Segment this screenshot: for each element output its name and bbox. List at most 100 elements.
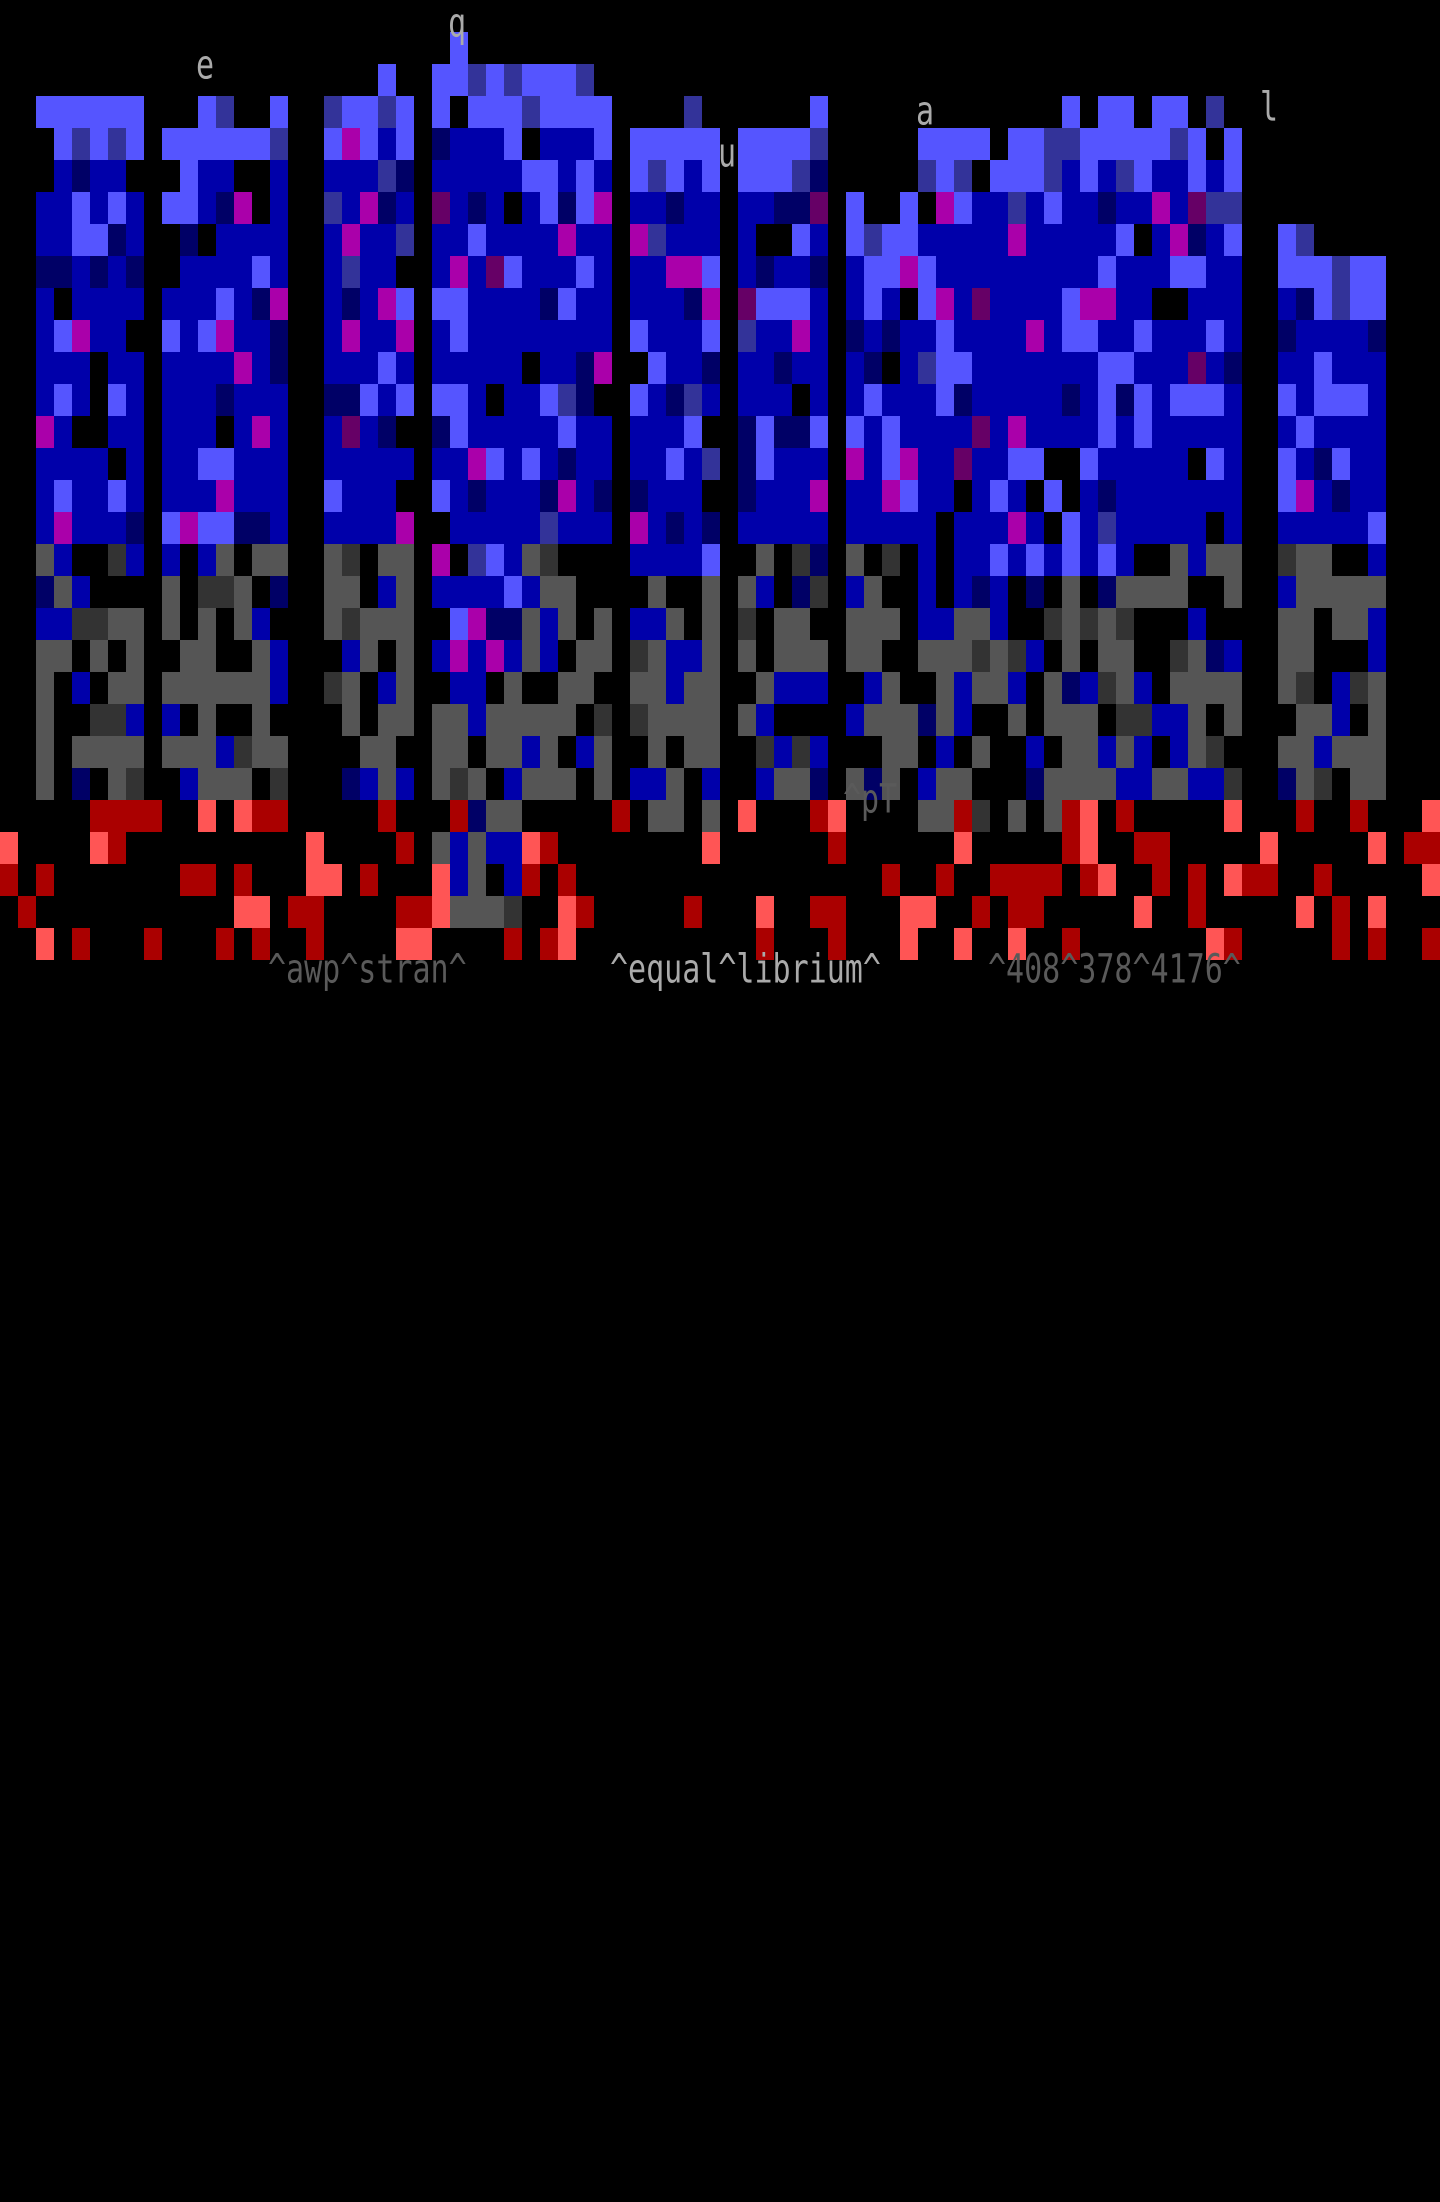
- art-block: [1080, 352, 1098, 384]
- art-block: [1116, 512, 1134, 544]
- art-block: [180, 320, 198, 352]
- art-block: [1098, 768, 1116, 800]
- art-block: [1224, 704, 1242, 736]
- art-block: [558, 128, 576, 160]
- art-block: [1026, 512, 1044, 544]
- art-block: [540, 64, 558, 96]
- art-block: [1314, 544, 1332, 576]
- art-block: [576, 256, 594, 288]
- art-block: [1206, 96, 1224, 128]
- art-block: [522, 608, 540, 640]
- art-block: [378, 64, 396, 96]
- art-block: [522, 448, 540, 480]
- art-block: [198, 192, 216, 224]
- art-block: [324, 672, 342, 704]
- art-block: [1116, 704, 1134, 736]
- art-block: [936, 480, 954, 512]
- art-block: [108, 96, 126, 128]
- art-block: [702, 544, 720, 576]
- art-block: [1062, 768, 1080, 800]
- art-block: [846, 640, 864, 672]
- art-block: [324, 544, 342, 576]
- art-block: [1080, 160, 1098, 192]
- art-block: [396, 928, 414, 960]
- art-block: [1188, 416, 1206, 448]
- letter-q: q: [448, 0, 467, 48]
- art-block: [1368, 672, 1386, 704]
- art-block: [396, 896, 414, 928]
- art-block: [1026, 288, 1044, 320]
- art-block: [1152, 512, 1170, 544]
- art-block: [666, 576, 684, 608]
- art-block: [1422, 832, 1440, 864]
- art-block: [1008, 224, 1026, 256]
- art-block: [1098, 416, 1116, 448]
- art-block: [684, 672, 702, 704]
- art-block: [468, 128, 486, 160]
- art-block: [252, 608, 270, 640]
- art-block: [468, 864, 486, 896]
- art-block: [918, 608, 936, 640]
- art-block: [792, 352, 810, 384]
- art-block: [324, 96, 342, 128]
- art-block: [126, 352, 144, 384]
- art-block: [270, 576, 288, 608]
- art-block: [1224, 512, 1242, 544]
- art-block: [1188, 896, 1206, 928]
- art-block: [1116, 736, 1134, 768]
- art-block: [72, 128, 90, 160]
- art-block: [846, 448, 864, 480]
- art-block: [630, 768, 648, 800]
- art-block: [954, 928, 972, 960]
- art-block: [1080, 448, 1098, 480]
- art-block: [1116, 544, 1134, 576]
- art-block: [900, 768, 918, 800]
- art-block: [576, 96, 594, 128]
- art-block: [900, 608, 918, 640]
- art-block: [342, 736, 360, 768]
- art-block: [1368, 512, 1386, 544]
- art-block: [1080, 544, 1098, 576]
- art-block: [1134, 640, 1152, 672]
- art-block: [558, 448, 576, 480]
- art-block: [846, 608, 864, 640]
- art-block: [774, 672, 792, 704]
- art-block: [1206, 448, 1224, 480]
- art-block: [180, 288, 198, 320]
- art-block: [1062, 192, 1080, 224]
- art-block: [468, 416, 486, 448]
- art-block: [486, 576, 504, 608]
- art-block: [486, 832, 504, 864]
- art-block: [108, 288, 126, 320]
- art-block: [90, 192, 108, 224]
- art-block: [234, 768, 252, 800]
- art-block: [1278, 352, 1296, 384]
- art-block: [450, 416, 468, 448]
- art-block: [36, 576, 54, 608]
- art-block: [378, 544, 396, 576]
- art-block: [1224, 352, 1242, 384]
- art-block: [1026, 608, 1044, 640]
- art-block: [486, 288, 504, 320]
- art-block: [846, 384, 864, 416]
- art-block: [378, 160, 396, 192]
- art-block: [918, 320, 936, 352]
- art-block: [684, 768, 702, 800]
- art-block: [378, 128, 396, 160]
- art-block: [558, 864, 576, 896]
- art-block: [450, 640, 468, 672]
- art-block: [54, 736, 72, 768]
- art-block: [936, 384, 954, 416]
- art-block: [180, 384, 198, 416]
- art-block: [1278, 576, 1296, 608]
- art-block: [1044, 800, 1062, 832]
- art-block: [1044, 288, 1062, 320]
- art-block: [1008, 672, 1026, 704]
- art-block: [522, 736, 540, 768]
- art-block: [1296, 576, 1314, 608]
- art-block: [1188, 512, 1206, 544]
- art-block: [1152, 864, 1170, 896]
- art-block: [918, 896, 936, 928]
- art-block: [990, 448, 1008, 480]
- art-block: [1170, 416, 1188, 448]
